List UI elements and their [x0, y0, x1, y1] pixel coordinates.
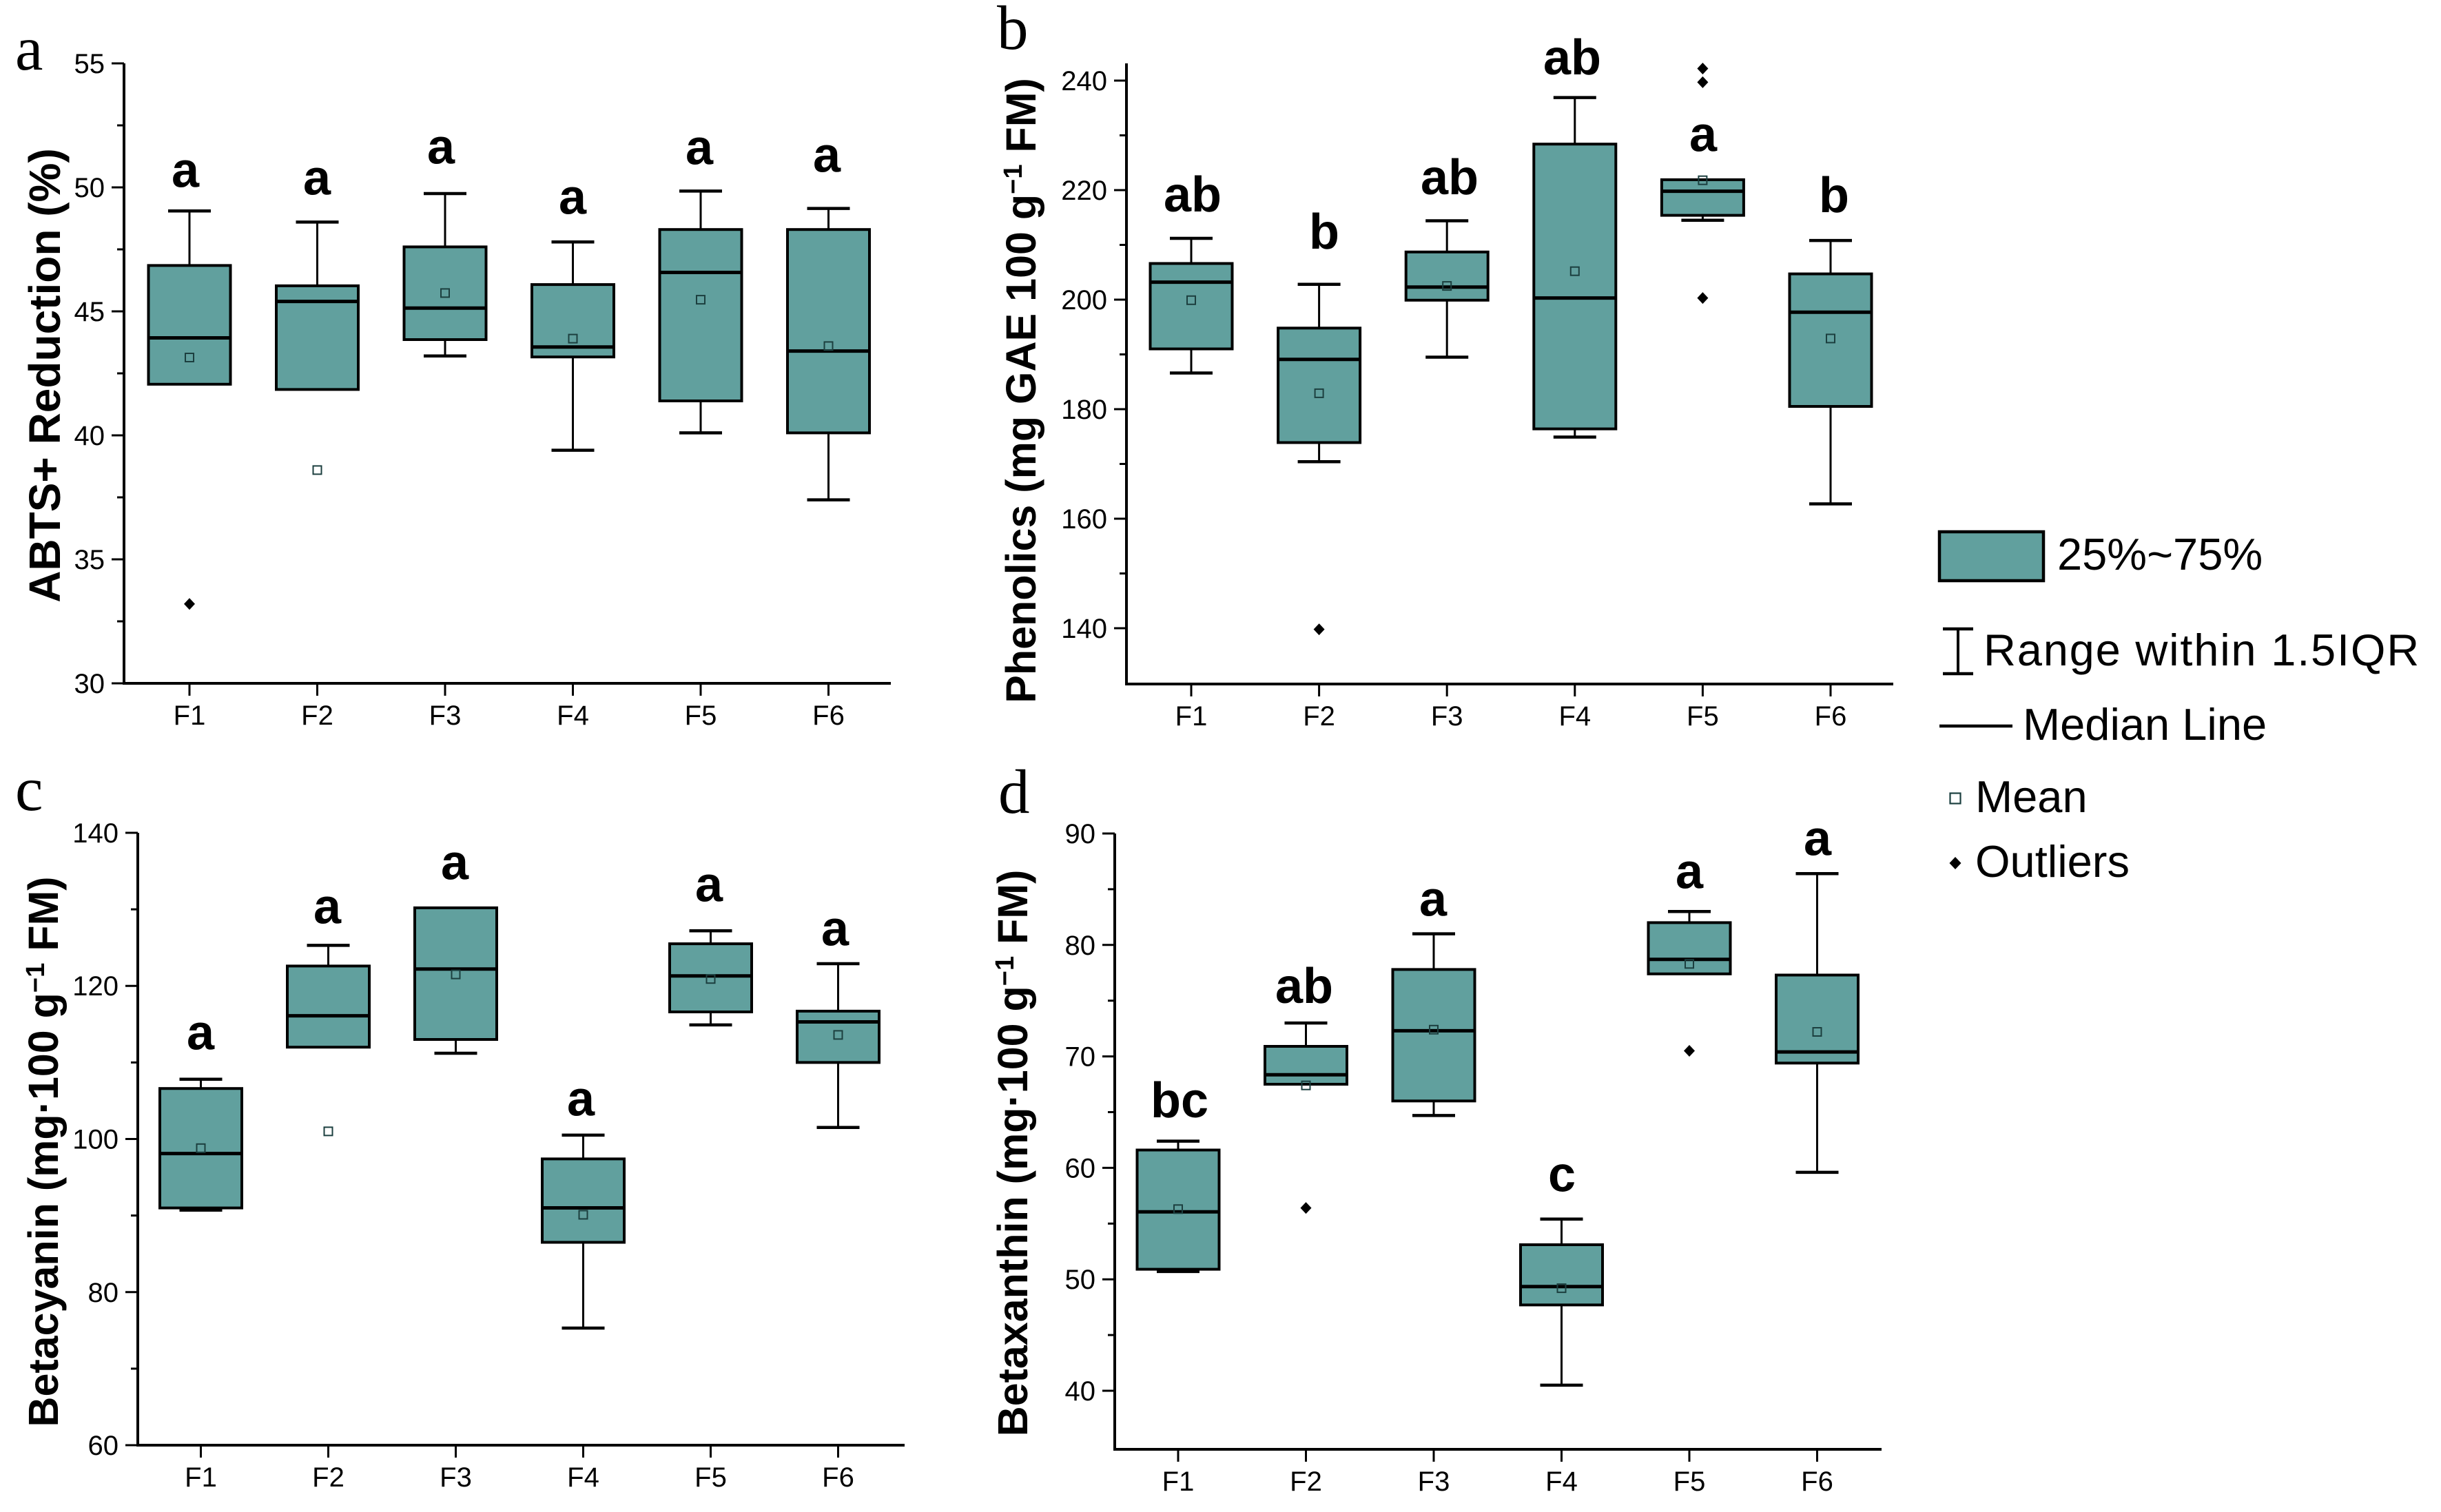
svg-text:b: b: [997, 0, 1029, 63]
svg-text:F1: F1: [174, 701, 206, 731]
svg-text:40: 40: [1065, 1376, 1096, 1407]
svg-text:a: a: [1419, 872, 1448, 927]
svg-text:F1: F1: [1162, 1467, 1195, 1497]
svg-text:30: 30: [74, 669, 105, 699]
svg-text:80: 80: [1065, 931, 1096, 961]
svg-text:25%~75%: 25%~75%: [2057, 529, 2263, 579]
svg-text:F2: F2: [301, 701, 333, 731]
svg-text:F4: F4: [1545, 1467, 1578, 1497]
svg-text:120: 120: [72, 971, 119, 1002]
svg-text:F3: F3: [1431, 701, 1463, 732]
svg-text:F3: F3: [440, 1462, 472, 1493]
svg-text:220: 220: [1061, 176, 1107, 206]
svg-text:a: a: [813, 128, 841, 183]
svg-text:F4: F4: [567, 1462, 599, 1493]
svg-text:ab: ab: [1421, 150, 1479, 205]
svg-text:a: a: [187, 1006, 215, 1061]
svg-text:ABTS+ Reduction (%): ABTS+ Reduction (%): [20, 148, 70, 603]
svg-text:a: a: [441, 836, 469, 891]
svg-text:a: a: [559, 170, 587, 225]
svg-text:60: 60: [1065, 1153, 1096, 1183]
svg-text:Mean: Mean: [1975, 771, 2088, 822]
svg-text:F5: F5: [694, 1462, 727, 1493]
svg-text:45: 45: [74, 297, 105, 327]
svg-text:F6: F6: [1801, 1467, 1833, 1497]
svg-text:180: 180: [1061, 395, 1107, 425]
svg-text:F6: F6: [822, 1462, 854, 1493]
svg-text:F3: F3: [1418, 1467, 1450, 1497]
svg-text:a: a: [313, 880, 342, 935]
svg-text:F3: F3: [429, 701, 462, 731]
svg-text:F6: F6: [1815, 701, 1847, 732]
svg-text:a: a: [427, 120, 455, 175]
svg-text:F1: F1: [1175, 701, 1208, 732]
svg-text:100: 100: [72, 1125, 119, 1155]
svg-text:a: a: [567, 1072, 595, 1127]
svg-text:a: a: [686, 121, 714, 176]
svg-text:Outliers: Outliers: [1975, 836, 2130, 887]
svg-text:c: c: [15, 754, 43, 824]
svg-text:a: a: [172, 143, 200, 198]
svg-text:F5: F5: [685, 701, 717, 731]
svg-text:F4: F4: [557, 701, 589, 731]
svg-text:Range within 1.5IQR: Range within 1.5IQR: [1984, 625, 2420, 675]
svg-text:140: 140: [72, 818, 119, 849]
svg-text:200: 200: [1061, 285, 1107, 315]
svg-text:F2: F2: [1290, 1467, 1322, 1497]
svg-text:c: c: [1548, 1148, 1576, 1203]
svg-text:40: 40: [74, 421, 105, 451]
svg-text:F2: F2: [1303, 701, 1335, 732]
svg-text:70: 70: [1065, 1042, 1096, 1073]
svg-text:F5: F5: [1673, 1467, 1706, 1497]
svg-text:35: 35: [74, 545, 105, 575]
svg-text:b: b: [1309, 205, 1339, 260]
svg-text:a: a: [1804, 811, 1832, 867]
svg-text:a: a: [695, 858, 723, 913]
svg-text:160: 160: [1061, 504, 1107, 535]
svg-text:Betaxanthin (mg·100 g−1 FM): Betaxanthin (mg·100 g−1 FM): [989, 870, 1036, 1437]
svg-text:F4: F4: [1558, 701, 1591, 732]
svg-text:60: 60: [88, 1431, 119, 1461]
svg-text:a: a: [1676, 845, 1704, 900]
svg-text:240: 240: [1061, 66, 1107, 96]
svg-text:50: 50: [1065, 1265, 1096, 1295]
svg-text:50: 50: [74, 173, 105, 203]
svg-text:F6: F6: [812, 701, 845, 731]
svg-text:a: a: [15, 14, 43, 83]
svg-text:55: 55: [74, 49, 105, 79]
svg-text:F1: F1: [185, 1462, 217, 1493]
svg-text:a: a: [1689, 107, 1718, 163]
svg-text:90: 90: [1065, 819, 1096, 849]
svg-text:a: a: [303, 151, 331, 206]
svg-text:80: 80: [88, 1278, 119, 1308]
svg-text:F5: F5: [1687, 701, 1719, 732]
svg-text:ab: ab: [1275, 959, 1333, 1014]
svg-text:b: b: [1819, 168, 1849, 223]
svg-text:d: d: [998, 757, 1030, 827]
svg-text:Betacyanin (mg·100 g−1 FM): Betacyanin (mg·100 g−1 FM): [20, 876, 67, 1427]
svg-text:140: 140: [1061, 614, 1107, 644]
svg-text:bc: bc: [1151, 1073, 1208, 1128]
svg-text:Median Line: Median Line: [2023, 699, 2267, 749]
svg-text:a: a: [821, 902, 849, 957]
svg-text:F2: F2: [312, 1462, 344, 1493]
svg-text:ab: ab: [1543, 30, 1601, 85]
svg-text:ab: ab: [1164, 167, 1222, 222]
